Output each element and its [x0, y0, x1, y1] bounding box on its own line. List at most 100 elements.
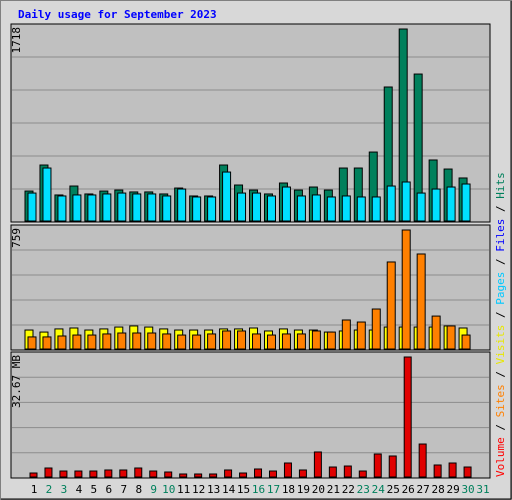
chart-title: Daily usage for September 2023	[18, 8, 217, 21]
bar	[416, 192, 426, 222]
bar	[433, 464, 442, 478]
x-tick-label: 6	[106, 483, 113, 496]
bar	[132, 332, 142, 350]
x-tick-label: 19	[297, 483, 310, 496]
bar	[44, 467, 53, 478]
x-tick-label: 28	[432, 483, 445, 496]
legend-separator: /	[494, 252, 507, 272]
bar	[403, 356, 412, 478]
x-tick-label: 8	[135, 483, 142, 496]
x-tick-label: 30	[461, 483, 474, 496]
x-tick-label: 22	[342, 483, 355, 496]
bar	[237, 330, 247, 350]
bar	[461, 334, 471, 350]
bar	[356, 321, 366, 350]
x-tick-label: 25	[387, 483, 400, 496]
y-tick-label: 759	[10, 228, 23, 248]
y-tick-label: 1718	[10, 27, 23, 54]
bar	[27, 336, 37, 350]
bar	[371, 308, 381, 350]
x-tick-label: 21	[327, 483, 340, 496]
legend-separator: /	[494, 364, 507, 384]
bar	[162, 195, 172, 222]
bar	[311, 330, 321, 350]
bar	[162, 333, 172, 350]
bar	[252, 333, 262, 350]
x-tick-label: 11	[177, 483, 190, 496]
legend-separator: /	[494, 305, 507, 325]
x-tick-label: 1	[31, 483, 38, 496]
bar	[192, 334, 202, 350]
x-tick-label: 4	[76, 483, 83, 496]
x-tick-label: 17	[267, 483, 280, 496]
bar	[431, 315, 441, 350]
bar	[102, 333, 112, 350]
x-tick-label: 9	[150, 483, 157, 496]
bar	[388, 455, 397, 478]
x-tick-label: 20	[312, 483, 325, 496]
bar	[341, 195, 351, 222]
bar	[266, 195, 276, 222]
bar	[268, 470, 277, 478]
bar	[222, 171, 232, 222]
x-tick-label: 14	[222, 483, 236, 496]
legend-entry: Sites	[494, 384, 507, 417]
bar	[237, 192, 247, 222]
bar	[343, 465, 352, 478]
x-tick-label: 10	[162, 483, 175, 496]
bar	[296, 333, 306, 350]
x-tick-label: 27	[417, 483, 430, 496]
x-tick-label: 23	[357, 483, 370, 496]
bar	[42, 167, 52, 222]
bar	[252, 192, 262, 222]
bar	[296, 195, 306, 222]
bar	[117, 192, 127, 222]
bar	[209, 473, 218, 478]
bar	[27, 192, 37, 222]
bar	[72, 194, 82, 222]
bar	[356, 196, 366, 222]
bar	[222, 330, 232, 350]
bar	[207, 333, 217, 350]
bar	[87, 334, 97, 350]
legend-entry: Pages	[494, 272, 507, 305]
x-tick-label: 15	[237, 483, 250, 496]
bar	[239, 472, 248, 478]
bar	[42, 336, 52, 350]
bar	[254, 468, 263, 478]
bar	[177, 334, 187, 350]
bar	[461, 183, 471, 222]
bar	[192, 196, 202, 222]
bar	[89, 470, 98, 478]
bar	[147, 193, 157, 222]
bar	[72, 334, 82, 350]
legend-entry: Files	[494, 219, 507, 252]
bar	[29, 472, 38, 478]
bar	[57, 335, 67, 350]
bar	[266, 334, 276, 350]
x-tick-label: 18	[282, 483, 295, 496]
bar	[311, 194, 321, 222]
bar	[373, 453, 382, 478]
bar	[87, 194, 97, 222]
bar	[104, 469, 113, 478]
bar	[386, 185, 396, 222]
bar	[207, 196, 217, 222]
bar	[134, 467, 143, 478]
bar	[358, 470, 367, 478]
x-tick-label: 16	[252, 483, 265, 496]
bar	[117, 332, 127, 350]
bar	[57, 195, 67, 222]
bar	[371, 196, 381, 222]
legend-separator: /	[494, 417, 507, 437]
bar	[119, 469, 128, 478]
bar	[386, 261, 396, 350]
bar	[401, 229, 411, 350]
bar	[446, 325, 456, 350]
bar	[194, 473, 203, 478]
legend-entry: Volume	[494, 437, 507, 477]
bar	[341, 319, 351, 350]
legend-separator: /	[494, 199, 507, 219]
bar	[463, 466, 472, 478]
